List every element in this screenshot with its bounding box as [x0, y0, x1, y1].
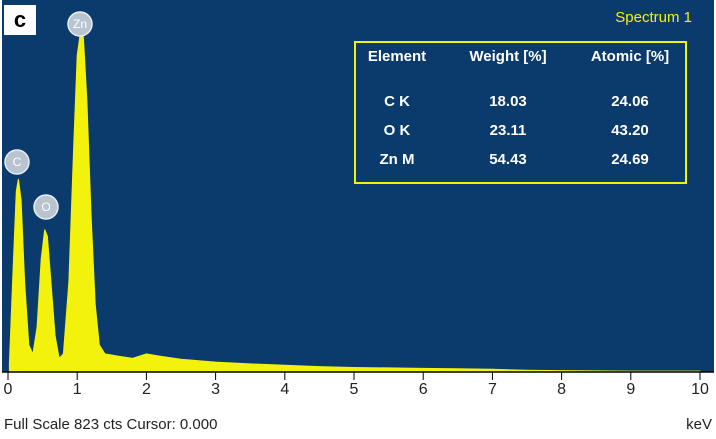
panel-label-box	[4, 5, 36, 35]
x-tick-label: 5	[350, 381, 359, 398]
x-tick-label: 1	[73, 381, 82, 398]
table-cell: 54.43	[489, 151, 527, 168]
x-tick-label: 10	[691, 381, 709, 398]
table-cell: Zn M	[380, 151, 415, 168]
table-cell: 24.06	[611, 93, 649, 110]
peak-label-badge	[33, 194, 59, 220]
x-tick-label: 7	[488, 381, 497, 398]
table-cell: 43.20	[611, 122, 649, 139]
table-cell: 18.03	[489, 93, 527, 110]
x-tick-label: 8	[557, 381, 566, 398]
x-tick-label: 6	[419, 381, 428, 398]
peak-label: O	[41, 200, 50, 214]
x-axis-label: keV	[686, 416, 712, 433]
peak-label-badge	[67, 11, 93, 37]
peak-label-badge	[4, 149, 30, 175]
plot-area	[2, 0, 714, 372]
table-cell: O K	[384, 122, 411, 139]
panel-label: c	[14, 7, 26, 32]
spectrum	[8, 30, 701, 373]
footer: Full Scale 823 cts Cursor: 0.000	[4, 416, 217, 433]
table-cell: 23.11	[490, 122, 527, 139]
table-header: Atomic [%]	[591, 48, 669, 65]
result-table-frame	[354, 41, 687, 184]
x-tick-label: 3	[211, 381, 220, 398]
peak-label: Zn	[73, 17, 87, 31]
spectrum-title: Spectrum 1	[615, 9, 692, 26]
x-tick-label: 0	[4, 381, 13, 398]
table-cell: 24.69	[611, 151, 649, 168]
table-header: Element	[368, 48, 426, 65]
x-tick-label: 2	[142, 381, 151, 398]
table-cell: C K	[384, 93, 410, 110]
peak-label: C	[13, 155, 22, 169]
table-header: Weight [%]	[469, 48, 546, 65]
x-tick-label: 9	[626, 381, 635, 398]
x-tick-label: 4	[280, 381, 289, 398]
